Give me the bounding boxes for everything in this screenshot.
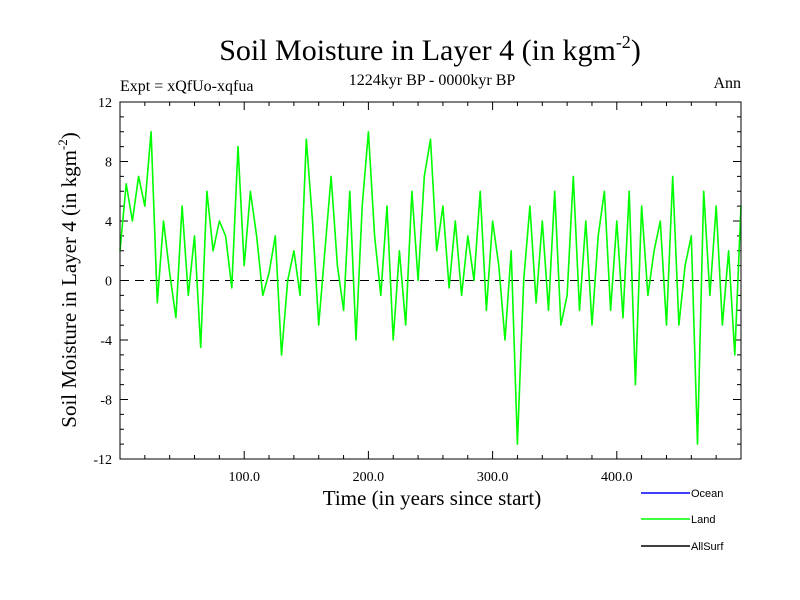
plot-frame	[119, 101, 742, 460]
y-tick-label: 12	[98, 96, 112, 111]
subtitle: 1224kyr BP - 0000kyr BP	[349, 72, 516, 89]
x-tick-label: 200.0	[353, 470, 385, 485]
x-tick-label: 300.0	[477, 470, 509, 485]
y-tick-label: 4	[105, 215, 112, 230]
y-tick-label: 8	[105, 156, 112, 171]
x-tick-label: 400.0	[601, 470, 633, 485]
chart-title: Soil Moisture in Layer 4 (in kgm-2)	[219, 32, 641, 67]
expt-label: Expt = xQfUo-xqfua	[120, 78, 253, 95]
x-axis-label: Time (in years since start)	[323, 486, 542, 510]
legend: Ocean Land AllSurf	[641, 488, 724, 553]
y-axis-label: Soil Moisture in Layer 4 (in kgm-2)	[55, 132, 81, 427]
y-tick-label: -12	[93, 453, 112, 468]
legend-label-ocean: Ocean	[691, 488, 723, 500]
axis-ticks: -12 -8 -4 0 4 8 12 100.0 200.0 300.0 400.0	[93, 96, 741, 485]
y-tick-label: -8	[100, 394, 112, 409]
series-group	[119, 131, 742, 445]
x-tick-label: 100.0	[228, 470, 260, 485]
y-tick-label: 0	[105, 275, 112, 290]
y-tick-label: -4	[100, 334, 112, 349]
series-line-land	[119, 131, 742, 445]
legend-label-land: Land	[691, 514, 715, 526]
legend-label-allsurf: AllSurf	[691, 541, 724, 553]
season-label: Ann	[713, 75, 741, 92]
